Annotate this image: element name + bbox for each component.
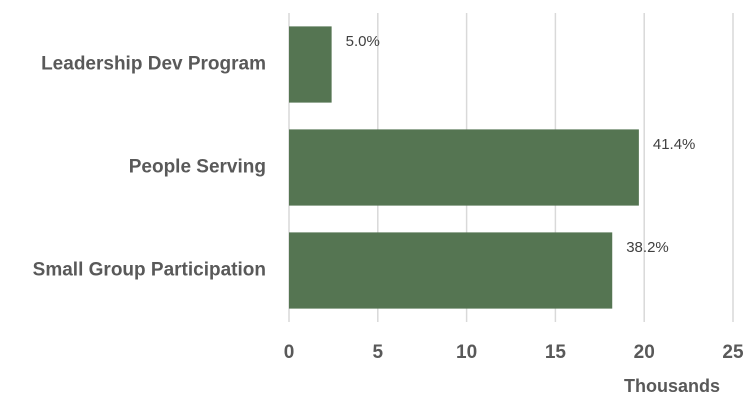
x-tick-label: 15 <box>545 342 567 363</box>
x-tick-label: 5 <box>373 342 384 363</box>
x-tick-label: 20 <box>634 342 655 363</box>
x-tick-label: 25 <box>722 342 744 363</box>
y-tick-label: Small Group Participation <box>33 260 266 281</box>
bar <box>289 129 639 206</box>
y-tick-label: People Serving <box>129 157 266 178</box>
x-tick-label: 10 <box>456 342 477 363</box>
data-label: 41.4% <box>653 136 696 153</box>
bar <box>289 232 613 309</box>
data-label: 5.0% <box>346 33 380 50</box>
bar <box>289 26 332 103</box>
x-tick-label: 0 <box>284 342 295 363</box>
y-tick-label: Leadership Dev Program <box>41 54 266 75</box>
x-axis-title: Thousands <box>624 376 720 396</box>
data-label: 38.2% <box>626 239 669 256</box>
